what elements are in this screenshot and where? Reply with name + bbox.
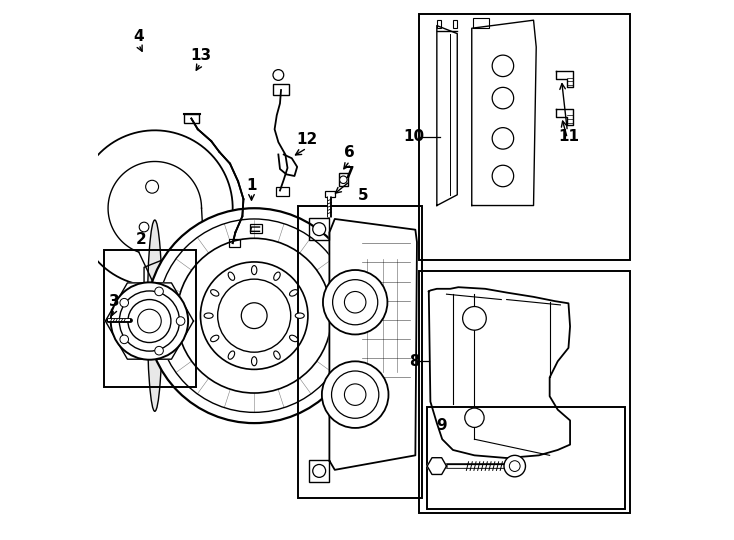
Circle shape [333,280,378,325]
Text: 10: 10 [404,129,425,144]
Bar [419,14,631,260]
Ellipse shape [289,289,298,296]
Circle shape [128,300,171,342]
Bar [427,407,625,509]
Bar [309,460,330,482]
Circle shape [200,262,308,369]
Polygon shape [472,20,537,206]
Circle shape [158,219,351,413]
Polygon shape [437,25,457,206]
Ellipse shape [274,351,280,359]
Bar [437,20,441,28]
Polygon shape [429,287,570,458]
Ellipse shape [204,313,213,319]
Circle shape [493,127,514,149]
Ellipse shape [274,272,280,280]
Ellipse shape [289,335,298,342]
Circle shape [465,408,484,427]
Circle shape [313,464,326,477]
Ellipse shape [211,289,219,296]
Circle shape [322,361,388,428]
Circle shape [111,282,188,360]
Ellipse shape [252,266,257,275]
Polygon shape [106,283,194,359]
Circle shape [344,384,366,406]
Ellipse shape [295,313,305,319]
Bar [230,239,240,247]
Circle shape [493,165,514,187]
Circle shape [241,303,267,328]
Bar [184,114,199,123]
Bar [324,191,335,198]
Polygon shape [556,71,573,87]
Bar [250,224,262,233]
Circle shape [120,291,180,351]
Bar [298,206,422,498]
Ellipse shape [228,272,235,280]
Circle shape [504,455,526,477]
Circle shape [313,222,326,235]
Circle shape [273,70,284,80]
Circle shape [145,180,159,193]
Text: 3: 3 [109,294,120,309]
Polygon shape [427,458,446,475]
Text: 5: 5 [357,188,368,204]
Circle shape [147,208,362,423]
Circle shape [332,371,379,418]
Bar [453,20,457,28]
Text: 7: 7 [344,166,355,181]
Text: 9: 9 [436,418,446,433]
Ellipse shape [252,357,257,366]
Text: 1: 1 [246,178,257,193]
Circle shape [344,292,366,313]
Circle shape [155,346,164,355]
Bar [273,84,289,96]
Text: 6: 6 [344,145,355,160]
Circle shape [176,317,185,325]
Circle shape [493,87,514,109]
Circle shape [139,222,149,232]
Ellipse shape [211,335,219,342]
Circle shape [462,307,486,330]
Text: 11: 11 [559,129,580,144]
Circle shape [120,299,128,307]
Ellipse shape [228,351,235,359]
Circle shape [493,55,514,77]
Text: 8: 8 [409,354,420,369]
Circle shape [218,279,291,352]
Circle shape [155,287,164,296]
Bar [103,250,196,387]
Text: 2: 2 [136,232,147,247]
Bar [419,271,631,513]
Text: 13: 13 [190,48,211,63]
Circle shape [323,270,388,334]
Text: 4: 4 [134,29,144,44]
Circle shape [137,309,161,333]
Bar [338,173,348,186]
Polygon shape [330,219,417,470]
Bar [276,187,288,196]
Bar [309,218,330,240]
Bar [473,17,489,28]
Polygon shape [556,109,573,125]
Circle shape [177,238,332,393]
Circle shape [509,461,520,471]
Text: 12: 12 [297,132,318,147]
Circle shape [340,176,347,184]
Ellipse shape [148,220,162,411]
Circle shape [120,335,128,343]
